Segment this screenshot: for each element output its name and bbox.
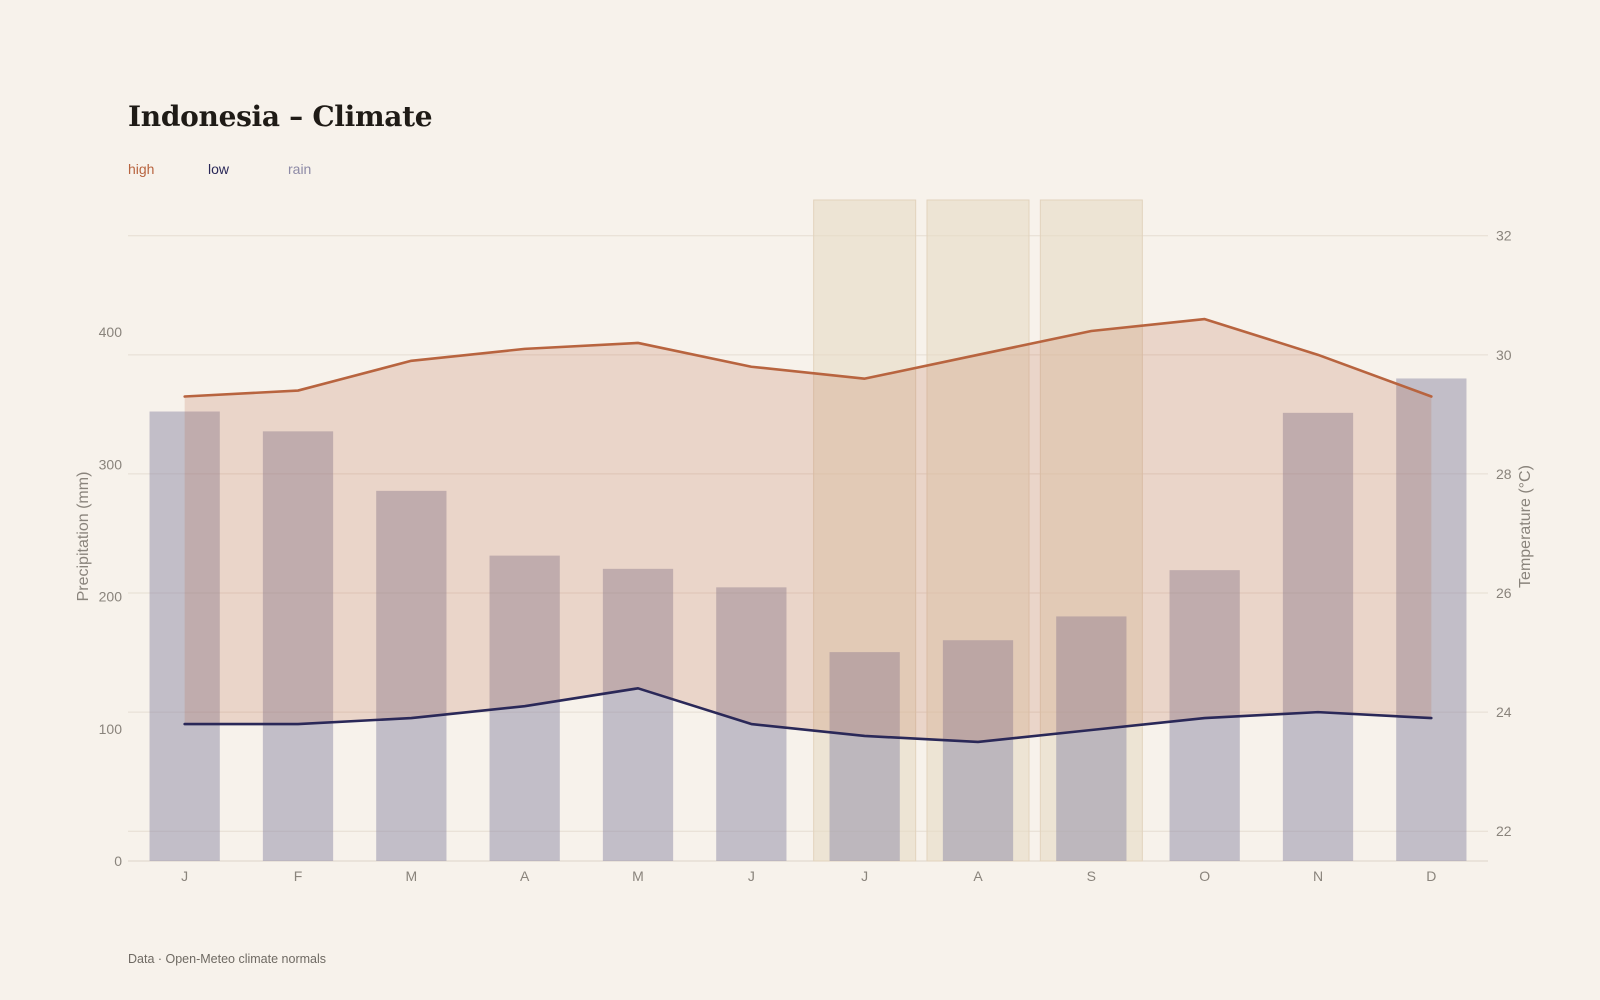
low-temperature-line bbox=[183, 687, 1433, 744]
legend-item-high: high bbox=[128, 161, 155, 177]
rain-bar bbox=[262, 431, 334, 861]
rain-bar bbox=[149, 411, 220, 861]
x-tick-label: A bbox=[520, 868, 530, 884]
x-tick-label: F bbox=[294, 868, 303, 884]
x-tick-label: M bbox=[632, 868, 644, 884]
y-left-tick-label: 0 bbox=[114, 853, 122, 869]
source-note: Data · Open-Meteo climate normals bbox=[128, 952, 326, 966]
rain-bar bbox=[1282, 412, 1354, 861]
y-left-tick-label: 300 bbox=[99, 456, 123, 472]
x-tick-label: S bbox=[1087, 868, 1096, 884]
legend-item-low: low bbox=[208, 161, 230, 177]
x-tick-label: O bbox=[1199, 868, 1210, 884]
y-right-tick-label: 26 bbox=[1496, 585, 1512, 601]
y-right-tick-label: 22 bbox=[1496, 823, 1512, 839]
rain-bar bbox=[376, 490, 447, 861]
x-tick-label: A bbox=[973, 868, 983, 884]
temperature-range-band bbox=[184, 319, 1432, 742]
chart-title: Indonesia – Climate bbox=[128, 100, 433, 133]
rain-bar bbox=[829, 652, 900, 861]
y-left-tick-label: 200 bbox=[99, 589, 123, 605]
high-temperature-line bbox=[183, 317, 1433, 398]
x-tick-label: J bbox=[181, 868, 188, 884]
x-tick-label: J bbox=[748, 868, 755, 884]
x-tick-label: M bbox=[405, 868, 417, 884]
rain-bar bbox=[1396, 378, 1467, 861]
rain-bar bbox=[602, 568, 674, 861]
y-right-tick-label: 28 bbox=[1496, 466, 1512, 482]
y-right-tick-label: 30 bbox=[1496, 347, 1512, 363]
x-tick-label: D bbox=[1426, 868, 1436, 884]
x-tick-label: N bbox=[1313, 868, 1323, 884]
rain-bar bbox=[1056, 616, 1127, 861]
legend-item-rain: rain bbox=[288, 161, 312, 177]
rain-bar bbox=[942, 640, 1014, 861]
y-left-axis-title: Precipitation (mm) bbox=[75, 472, 92, 602]
y-left-tick-label: 400 bbox=[99, 324, 123, 340]
y-right-axis-title: Temperature (°C) bbox=[1517, 465, 1534, 588]
y-right-tick-label: 32 bbox=[1496, 228, 1512, 244]
y-left-tick-label: 100 bbox=[99, 721, 123, 737]
y-right-tick-label: 24 bbox=[1496, 704, 1512, 720]
x-tick-label: J bbox=[861, 868, 868, 884]
